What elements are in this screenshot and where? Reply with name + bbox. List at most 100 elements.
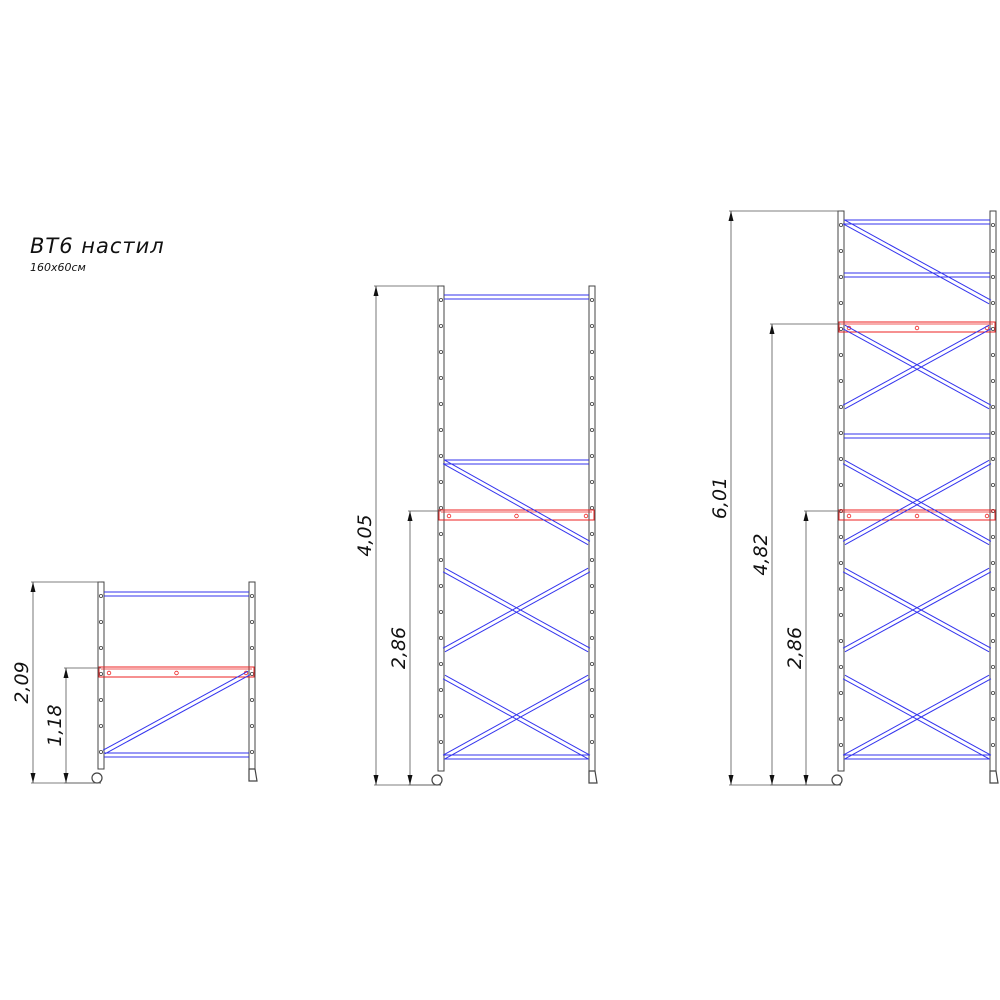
diagonal-brace bbox=[444, 571, 591, 653]
post-hole bbox=[991, 743, 996, 748]
foot-icon bbox=[248, 768, 258, 782]
dimension-arrow bbox=[63, 668, 69, 678]
diagonal-brace bbox=[442, 571, 589, 653]
post-hole bbox=[590, 479, 595, 484]
deck-hatch bbox=[446, 513, 452, 519]
diagonal-brace bbox=[104, 674, 251, 755]
diagonal-brace bbox=[844, 324, 992, 406]
dimension-arrow bbox=[30, 582, 36, 592]
diagonal-brace bbox=[844, 459, 992, 542]
post-hole bbox=[438, 532, 443, 537]
post-hole bbox=[590, 740, 595, 745]
diagonal-brace bbox=[102, 670, 249, 751]
dimension-arrow bbox=[769, 775, 775, 785]
post-hole bbox=[249, 646, 254, 651]
tower-3: 6,01 4,82 2,86 bbox=[709, 210, 999, 786]
post-hole bbox=[249, 594, 254, 599]
post-hole bbox=[590, 714, 595, 719]
deck-hatch bbox=[583, 513, 589, 519]
deck-hatch bbox=[106, 670, 112, 676]
dimension-arrow bbox=[803, 511, 809, 521]
post-hole bbox=[249, 724, 254, 729]
post-hole bbox=[438, 505, 443, 510]
diagonal-brace bbox=[842, 324, 990, 406]
post-hole bbox=[249, 672, 254, 677]
post-hole bbox=[99, 724, 104, 729]
post-hole bbox=[839, 248, 844, 253]
post-hole bbox=[991, 378, 996, 383]
post-hole bbox=[99, 698, 104, 703]
diagonal-brace bbox=[844, 219, 992, 301]
post-hole bbox=[991, 535, 996, 540]
post-hole bbox=[590, 401, 595, 406]
dimension-arrow bbox=[373, 775, 379, 785]
post-hole bbox=[438, 453, 443, 458]
diagonal-brace bbox=[442, 678, 589, 760]
post-hole bbox=[590, 610, 595, 615]
dimension-arrow bbox=[373, 286, 379, 296]
post-hole bbox=[438, 297, 443, 302]
dimension-label: 2,86 bbox=[784, 627, 806, 669]
post-hole bbox=[249, 698, 254, 703]
post-hole bbox=[839, 300, 844, 305]
post bbox=[989, 210, 997, 772]
post-hole bbox=[839, 274, 844, 279]
tower-1: 2,09 1,18 bbox=[11, 581, 258, 784]
post-hole bbox=[839, 456, 844, 461]
post-hole bbox=[590, 505, 595, 510]
post-hole bbox=[438, 714, 443, 719]
wheel-icon bbox=[431, 774, 443, 786]
post-hole bbox=[590, 688, 595, 693]
diagonal-brace bbox=[444, 674, 591, 756]
diagonal-brace bbox=[842, 678, 990, 760]
post-hole bbox=[590, 297, 595, 302]
post-hole bbox=[438, 375, 443, 380]
post-hole bbox=[438, 584, 443, 589]
post-hole bbox=[590, 375, 595, 380]
diagonal-brace bbox=[842, 463, 990, 546]
post-hole bbox=[438, 349, 443, 354]
post-hole bbox=[590, 349, 595, 354]
post-hole bbox=[839, 378, 844, 383]
post-hole bbox=[991, 430, 996, 435]
dimension-arrow bbox=[803, 775, 809, 785]
foot-icon bbox=[588, 770, 598, 784]
post-hole bbox=[839, 743, 844, 748]
post-hole bbox=[839, 665, 844, 670]
diagonal-brace bbox=[844, 567, 992, 649]
post-hole bbox=[438, 323, 443, 328]
post-hole bbox=[438, 427, 443, 432]
deck-hatch bbox=[914, 325, 920, 331]
post-hole bbox=[839, 535, 844, 540]
diagonal-brace bbox=[842, 328, 990, 410]
post-hole bbox=[991, 300, 996, 305]
platform-deck bbox=[98, 666, 255, 678]
diagonal-brace bbox=[844, 674, 992, 756]
post-hole bbox=[590, 558, 595, 563]
post-hole bbox=[991, 482, 996, 487]
diagonal-brace bbox=[442, 674, 589, 756]
post-hole bbox=[249, 750, 254, 755]
diagonal-brace bbox=[842, 674, 990, 756]
post-hole bbox=[991, 404, 996, 409]
dimension-label: 4,82 bbox=[750, 533, 772, 575]
post-hole bbox=[991, 326, 996, 331]
post-hole bbox=[839, 691, 844, 696]
diagonal-brace bbox=[442, 463, 589, 546]
dimension-arrow bbox=[407, 511, 413, 521]
drawing-subtitle: 160x60см bbox=[30, 261, 86, 274]
diagonal-brace bbox=[844, 678, 992, 760]
diagonal-brace bbox=[444, 567, 591, 649]
post-hole bbox=[590, 453, 595, 458]
dimension-label: 6,01 bbox=[709, 477, 731, 519]
post-hole bbox=[839, 561, 844, 566]
post-hole bbox=[590, 532, 595, 537]
platform-deck bbox=[838, 509, 996, 521]
post-hole bbox=[991, 639, 996, 644]
deck-hatch bbox=[914, 513, 920, 519]
dimension-arrow bbox=[728, 211, 734, 221]
post-hole bbox=[99, 594, 104, 599]
dimension-arrow bbox=[769, 324, 775, 334]
diagonal-brace bbox=[844, 328, 992, 410]
